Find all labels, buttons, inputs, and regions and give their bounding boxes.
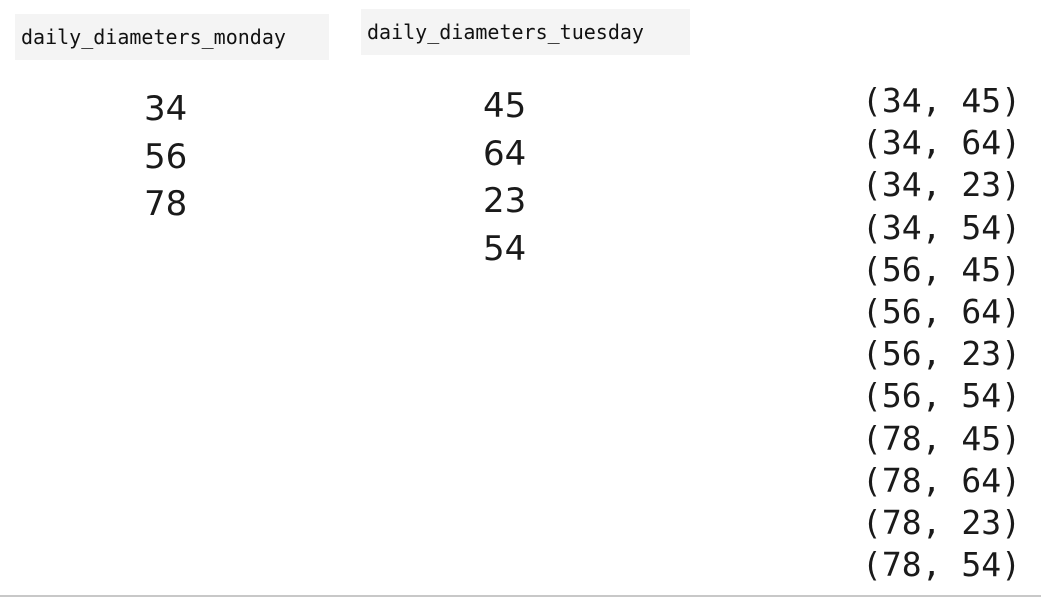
variable-label-monday: daily_diameters_monday [15,14,329,60]
variable-label-tuesday: daily_diameters_tuesday [361,9,690,55]
pair-item: (56, 45) [862,249,1021,289]
tuesday-value: 45 [483,86,527,126]
monday-value: 56 [144,136,188,177]
tuesday-value: 23 [483,181,527,221]
tuesday-values-list: 45 64 23 54 [483,83,526,273]
pair-item: (78, 45) [862,418,1021,458]
pair-item: (56, 54) [862,376,1021,416]
tuesday-value: 64 [483,133,527,174]
pairs-list: (34, 45) (34, 64) (34, 23) (34, 54) (56,… [862,80,1021,586]
pair-item: (56, 23) [862,334,1021,374]
bottom-divider [0,595,1041,597]
variable-name-monday: daily_diameters_monday [21,25,286,49]
pair-item: (78, 54) [862,545,1021,585]
pair-item: (78, 64) [862,460,1021,500]
monday-value: 34 [144,89,188,129]
variable-name-tuesday: daily_diameters_tuesday [367,20,644,44]
tuesday-value: 54 [483,228,527,269]
pair-item: (34, 23) [862,165,1021,205]
pair-item: (34, 54) [862,207,1021,247]
monday-value: 78 [144,184,188,224]
pair-item: (56, 64) [862,291,1021,331]
monday-values-list: 34 56 78 [144,86,187,229]
pair-item: (34, 45) [862,81,1021,120]
pair-item: (78, 23) [862,502,1021,542]
pair-item: (34, 64) [862,123,1021,163]
